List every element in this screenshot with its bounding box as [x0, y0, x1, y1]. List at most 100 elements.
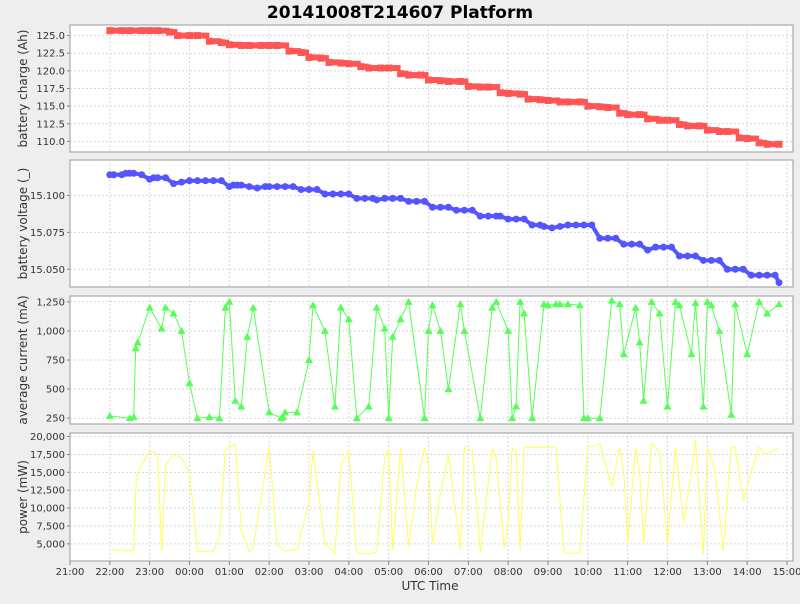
panel-1-data-point: [154, 174, 162, 182]
panel-1-data-point: [548, 224, 556, 232]
panel-0-data-point: [425, 76, 433, 84]
panel-2-data-point: [249, 303, 258, 311]
panel-2-data-point: [575, 301, 584, 309]
x-tick-label: 03:00: [295, 567, 324, 578]
panel-1-data-point: [130, 169, 138, 177]
panel-0-data-point: [166, 28, 174, 36]
x-tick-label: 15:00: [773, 567, 800, 578]
panel-0-data-point: [345, 60, 353, 68]
panel-0-data-point: [703, 126, 711, 134]
x-tick-label: 23:00: [135, 567, 164, 578]
panel-0-data-point: [317, 54, 325, 62]
panel-2-y-tick-label: 750: [46, 356, 65, 367]
panel-1-data-point: [636, 240, 644, 248]
panel-2-data-point: [436, 326, 445, 334]
panel-0-data-point: [763, 140, 771, 148]
panel-1-y-tick-label: 15.100: [30, 191, 65, 202]
panel-0-data-point: [273, 41, 281, 49]
panel-3-y-tick-label: 7,500: [36, 521, 65, 532]
panel-2-data-point: [763, 309, 772, 317]
panel-2-data-point: [715, 326, 724, 334]
panel-2-data-point: [215, 414, 224, 422]
panel-1-data-point: [755, 271, 763, 279]
panel-1-plot-area: [69, 159, 794, 288]
panel-1-data-point: [321, 190, 329, 198]
chart-title: 20141008T214607 Platform: [267, 3, 533, 23]
panel-0-data-point: [118, 27, 126, 35]
panel-2-data-point: [243, 332, 252, 340]
panel-0-data-point: [305, 53, 313, 61]
panel-1-data-point: [556, 222, 564, 230]
panel-0-data-point: [154, 27, 162, 35]
panel-0-data-point: [596, 103, 604, 111]
panel-1-data-point: [237, 181, 245, 189]
x-tick-label: 04:00: [334, 567, 363, 578]
panel-1-data-point: [209, 177, 217, 185]
panel-0-data-point: [616, 109, 624, 117]
panel-2-data-point: [444, 385, 453, 393]
panel-3-y-tick-label: 12,500: [30, 486, 65, 497]
panel-2-data-point: [743, 350, 752, 358]
panel-0-data-point: [556, 98, 564, 106]
panel-1-data-point: [540, 222, 548, 230]
panel-0-data-point: [377, 64, 385, 72]
panel-2-data-point: [225, 297, 234, 305]
panel-1-data-point: [691, 252, 699, 260]
panel-0-data-point: [675, 120, 683, 128]
panel-0-y-tick-label: 110.0: [36, 137, 65, 148]
panel-2-data-point: [169, 309, 178, 317]
panel-0-y-tick-label: 125.0: [36, 31, 65, 42]
panel-1-data-point: [612, 234, 620, 242]
panel-1-data-point: [138, 171, 146, 179]
panel-0-y-tick-label: 117.5: [36, 84, 65, 95]
panel-2-data-point: [675, 301, 684, 309]
panel-2-data-point: [663, 402, 672, 410]
panel-0-data-point: [464, 82, 472, 90]
panel-0-data-point: [664, 116, 672, 124]
panel-1-data-point: [652, 243, 660, 251]
x-tick-label: 12:00: [653, 567, 682, 578]
panel-0-data-point: [217, 39, 225, 47]
panel-0-data-point: [237, 41, 245, 49]
panel-0-data-point: [755, 139, 763, 147]
panel-1-data-point: [596, 234, 604, 242]
panel-1-data-point: [178, 178, 186, 186]
panel-2-data-point: [420, 414, 429, 422]
panel-2-data-point: [727, 410, 736, 418]
panel-0-data-point: [604, 104, 612, 112]
panel-2-data-point: [305, 356, 314, 363]
panel-2-data-point: [185, 379, 194, 387]
panel-2-data-point: [635, 338, 644, 346]
panel-0-data-point: [265, 41, 273, 49]
panel-1-data-point: [162, 174, 170, 182]
panel-1-data-point: [253, 184, 261, 192]
panel-2-data-point: [372, 303, 381, 311]
panel-2-data-point: [563, 300, 572, 308]
panel-1-data-point: [675, 252, 683, 260]
panel-0-data-point: [225, 41, 233, 49]
panel-2-data-point: [161, 303, 170, 311]
panel-2-y-tick-label: 500: [46, 385, 65, 396]
panel-0-data-point: [357, 63, 365, 71]
panel-1-data-point: [273, 183, 281, 191]
panel-0-data-point: [444, 77, 452, 85]
panel-2-data-point: [555, 300, 564, 308]
panel-1-data-point: [628, 240, 636, 248]
panel-1-data-point: [504, 215, 512, 223]
panel-2-data-point: [647, 297, 656, 305]
x-tick-label: 05:00: [374, 567, 403, 578]
panel-0-data-point: [245, 41, 253, 49]
panel-2-data-point: [380, 324, 389, 332]
panel-0-data-point: [624, 111, 632, 119]
panel-3-y-axis-label: power (mW): [16, 460, 30, 534]
panel-1-data-point: [476, 212, 484, 220]
panel-0-data-point: [516, 90, 524, 98]
panel-2: 250 500 750 1,000 1,250 average current (mA): [16, 295, 794, 425]
panel-0-data-point: [193, 32, 201, 40]
panel-2-y-tick-label: 1,000: [36, 326, 65, 337]
panel-1-data-point: [588, 221, 596, 229]
panel-0-data-point: [743, 135, 751, 143]
